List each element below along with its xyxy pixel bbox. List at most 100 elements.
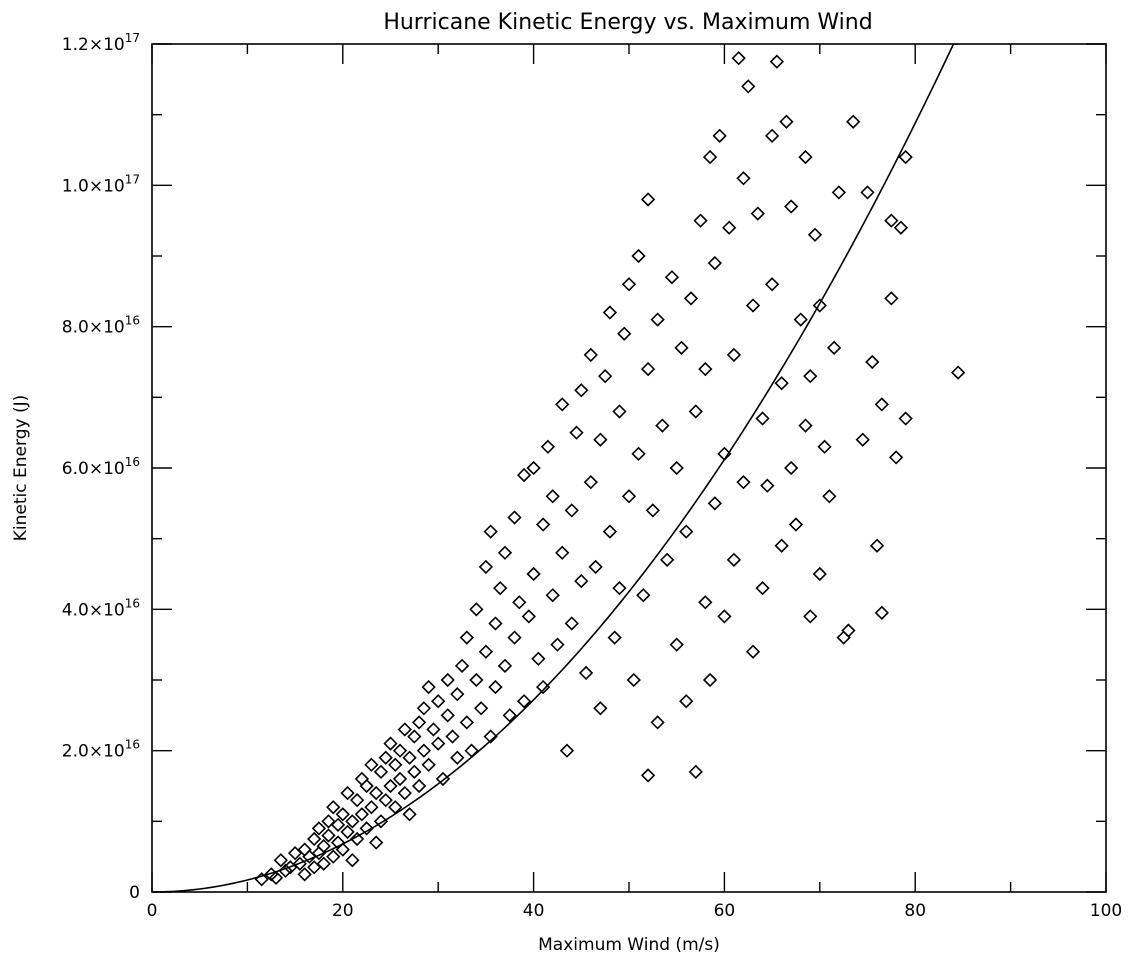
x-tick-label: 60 <box>714 901 736 921</box>
data-point <box>321 828 336 843</box>
data-point <box>588 559 603 575</box>
data-point <box>531 651 546 666</box>
data-point <box>688 404 703 419</box>
data-point <box>488 616 503 631</box>
data-point <box>478 644 494 659</box>
data-point <box>683 291 699 306</box>
data-point <box>688 764 703 779</box>
data-point <box>712 128 727 143</box>
data-point <box>373 764 389 779</box>
data-point <box>950 365 966 380</box>
data-point <box>521 609 536 624</box>
data-point <box>640 768 656 783</box>
data-point <box>407 764 422 779</box>
data-point <box>516 694 532 709</box>
data-point <box>278 863 293 878</box>
data-point <box>297 867 312 882</box>
data-point <box>483 729 498 744</box>
data-point <box>273 853 288 868</box>
data-point <box>502 708 517 723</box>
data-point <box>650 715 665 730</box>
y-tick-label: 1.2×1017 <box>62 31 140 55</box>
data-point <box>750 206 765 221</box>
data-point <box>860 185 875 200</box>
data-point <box>655 418 670 433</box>
data-point <box>898 149 913 165</box>
data-point <box>846 114 861 129</box>
data-point <box>392 743 408 758</box>
data-point <box>421 679 436 695</box>
data-point <box>555 545 570 560</box>
data-point <box>569 425 584 440</box>
data-point <box>545 588 560 603</box>
data-point <box>674 340 689 355</box>
chart-title: Hurricane Kinetic Energy vs. Maximum Win… <box>383 10 872 35</box>
data-point <box>874 397 889 412</box>
data-point <box>660 552 675 567</box>
data-point <box>621 489 637 504</box>
data-point <box>383 736 398 751</box>
data-point <box>755 411 770 426</box>
data-point <box>803 369 818 384</box>
data-point <box>621 277 637 292</box>
data-point <box>364 757 379 772</box>
data-point <box>798 149 813 165</box>
data-point <box>617 326 632 341</box>
data-point <box>450 687 465 702</box>
data-point <box>598 369 613 384</box>
data-point <box>311 821 327 836</box>
data-point <box>464 743 479 758</box>
data-point <box>478 559 494 575</box>
data-point <box>893 220 909 235</box>
data-point <box>459 630 474 645</box>
y-tick-label: 4.0×1016 <box>62 596 140 620</box>
data-point <box>826 340 842 355</box>
data-point <box>631 248 646 264</box>
data-point <box>469 602 484 617</box>
data-point <box>803 609 818 624</box>
data-point <box>841 623 856 638</box>
data-point <box>402 807 417 822</box>
y-tick-labels: 0 2.0×1016 4.0×1016 6.0×1016 8.0×1016 1.0×101… <box>62 31 140 903</box>
data-point <box>349 831 365 847</box>
data-point <box>574 573 589 589</box>
data-point <box>321 814 336 829</box>
data-point <box>602 524 618 539</box>
data-point <box>445 729 460 744</box>
data-point <box>254 872 269 887</box>
y-tick-label: 6.0×1016 <box>62 455 140 479</box>
fit-curve <box>151 43 959 893</box>
data-point <box>378 750 393 765</box>
data-point <box>693 213 708 228</box>
data-point <box>369 785 384 801</box>
data-point <box>645 503 660 518</box>
data-point <box>349 793 365 808</box>
data-point <box>779 114 794 129</box>
data-point <box>507 630 522 645</box>
data-point <box>669 637 684 652</box>
data-point <box>855 432 870 447</box>
data-point <box>626 672 641 688</box>
data-point <box>707 496 722 511</box>
data-point <box>340 824 355 840</box>
data-point <box>702 672 718 688</box>
x-tick-label: 100 <box>1090 901 1122 921</box>
data-points <box>254 51 966 887</box>
data-point <box>741 79 756 94</box>
data-point <box>578 665 594 681</box>
data-point <box>822 489 837 504</box>
data-point <box>669 460 684 476</box>
data-point <box>402 750 417 765</box>
data-point <box>707 255 722 271</box>
data-point <box>607 630 622 645</box>
data-point <box>454 658 470 673</box>
data-point <box>526 460 541 476</box>
data-point <box>364 800 379 815</box>
data-point <box>865 354 880 370</box>
data-point <box>493 581 508 596</box>
data-point <box>345 853 360 868</box>
data-point <box>817 439 832 454</box>
data-point <box>316 838 331 854</box>
data-point <box>726 347 742 363</box>
data-point <box>798 418 813 433</box>
